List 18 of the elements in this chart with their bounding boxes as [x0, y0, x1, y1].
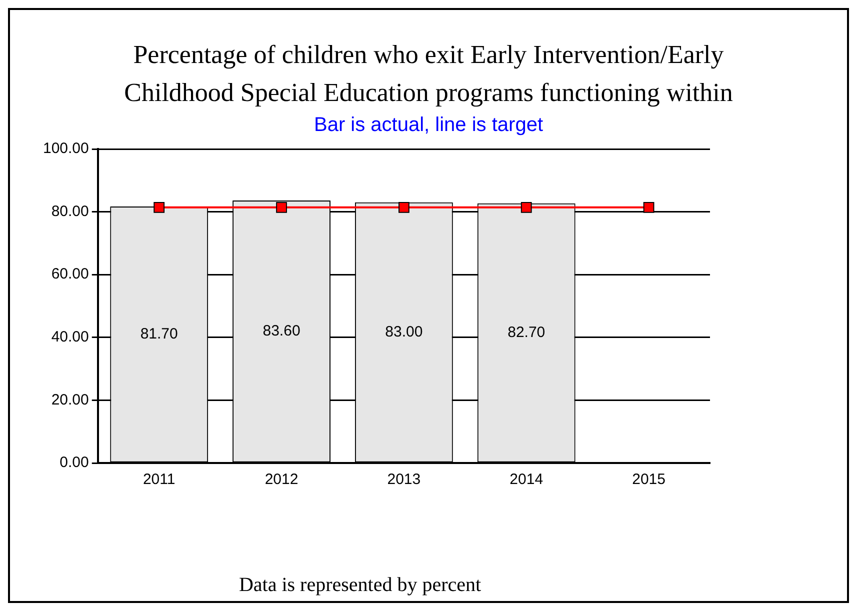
y-tick-label: 20.00 — [51, 391, 89, 408]
y-tick-label: 100.00 — [42, 140, 89, 158]
y-tick-label: 60.00 — [51, 266, 89, 283]
data-label: 81.70 — [140, 325, 178, 342]
text: Data is represented by percent — [238, 574, 482, 597]
chart-subtitle: Bar is actual, line is target — [313, 114, 544, 137]
x-tick-label: 2013 — [387, 471, 421, 488]
x-tick-label: 2012 — [264, 471, 298, 488]
data-label: 83.60 — [262, 322, 300, 340]
y-tick-label: 0.00 — [60, 454, 89, 472]
data-label: 82.70 — [508, 324, 546, 341]
x-tick-label: 2011 — [142, 471, 176, 488]
x-tick-label: 2015 — [632, 471, 666, 488]
data-label: 83.00 — [385, 323, 423, 340]
chart-title: Percentage of children who exit Early Intervention/Early Childhood Special Education programs functioning within — [123, 39, 734, 109]
x-tick-label: 2014 — [510, 471, 544, 488]
y-tick-label: 40.00 — [51, 328, 89, 346]
y-tick-label: 80.00 — [51, 202, 89, 220]
